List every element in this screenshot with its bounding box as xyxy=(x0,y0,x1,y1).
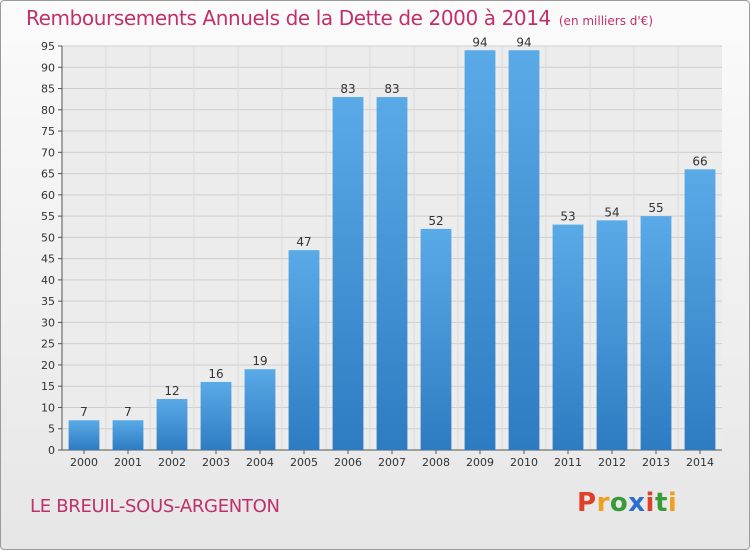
data-label: 12 xyxy=(164,384,179,398)
bar xyxy=(464,50,496,451)
bar xyxy=(68,420,100,450)
bar xyxy=(420,228,452,450)
y-tick-label: 40 xyxy=(41,274,55,287)
y-tick-label: 95 xyxy=(41,40,55,53)
x-tick-label: 2011 xyxy=(554,456,582,469)
bar xyxy=(156,398,188,450)
data-label: 94 xyxy=(516,35,531,49)
y-tick-label: 85 xyxy=(41,83,55,96)
bar xyxy=(200,381,232,450)
y-tick-label: 25 xyxy=(41,338,55,351)
y-tick-label: 5 xyxy=(48,423,55,436)
x-tick-label: 2001 xyxy=(114,456,142,469)
x-tick-label: 2014 xyxy=(686,456,714,469)
data-label: 52 xyxy=(428,214,443,228)
x-tick-label: 2005 xyxy=(290,456,318,469)
title-text: Remboursements Annuels de la Dette de 20… xyxy=(26,6,551,30)
bar xyxy=(288,250,320,450)
data-label: 47 xyxy=(296,235,311,249)
x-tick-label: 2012 xyxy=(598,456,626,469)
bar xyxy=(508,50,540,451)
data-label: 7 xyxy=(124,405,132,419)
y-tick-label: 75 xyxy=(41,125,55,138)
y-tick-label: 15 xyxy=(41,380,55,393)
x-tick-label: 2003 xyxy=(202,456,230,469)
y-tick-label: 60 xyxy=(41,189,55,202)
y-tick-label: 55 xyxy=(41,210,55,223)
data-label: 7 xyxy=(80,405,88,419)
bar xyxy=(596,220,628,450)
x-tick-label: 2013 xyxy=(642,456,670,469)
y-tick-label: 0 xyxy=(48,444,55,457)
bar xyxy=(244,369,276,450)
y-tick-label: 20 xyxy=(41,359,55,372)
commune-name: LE BREUIL-SOUS-ARGENTON xyxy=(30,496,280,517)
unit-label: (en milliers d'€) xyxy=(558,14,653,28)
x-tick-label: 2009 xyxy=(466,456,494,469)
x-tick-label: 2010 xyxy=(510,456,538,469)
y-tick-label: 10 xyxy=(41,401,55,414)
x-tick-label: 2006 xyxy=(334,456,362,469)
x-tick-label: 2002 xyxy=(158,456,186,469)
bar xyxy=(376,97,408,450)
y-tick-label: 50 xyxy=(41,231,55,244)
y-tick-label: 90 xyxy=(41,61,55,74)
y-tick-label: 80 xyxy=(41,104,55,117)
data-label: 94 xyxy=(472,35,487,49)
y-tick-label: 30 xyxy=(41,316,55,329)
chart-title: Remboursements Annuels de la Dette de 20… xyxy=(26,6,653,30)
data-label: 16 xyxy=(208,367,223,381)
bar xyxy=(552,224,584,450)
x-tick-label: 2008 xyxy=(422,456,450,469)
x-tick-label: 2007 xyxy=(378,456,406,469)
y-tick-label: 45 xyxy=(41,253,55,266)
bar xyxy=(684,169,716,451)
data-label: 19 xyxy=(252,354,267,368)
proxiti-logo: Proxiti xyxy=(577,488,678,518)
y-tick-label: 35 xyxy=(41,295,55,308)
y-tick-label: 65 xyxy=(41,168,55,181)
data-label: 55 xyxy=(648,201,663,215)
x-tick-label: 2000 xyxy=(70,456,98,469)
data-label: 83 xyxy=(384,82,399,96)
bar xyxy=(332,97,364,450)
data-label: 66 xyxy=(692,154,707,168)
y-tick-label: 70 xyxy=(41,146,55,159)
bar xyxy=(640,216,672,450)
x-tick-label: 2004 xyxy=(246,456,274,469)
data-label: 83 xyxy=(340,82,355,96)
data-label: 53 xyxy=(560,210,575,224)
bar xyxy=(112,420,144,450)
data-label: 54 xyxy=(604,205,619,219)
